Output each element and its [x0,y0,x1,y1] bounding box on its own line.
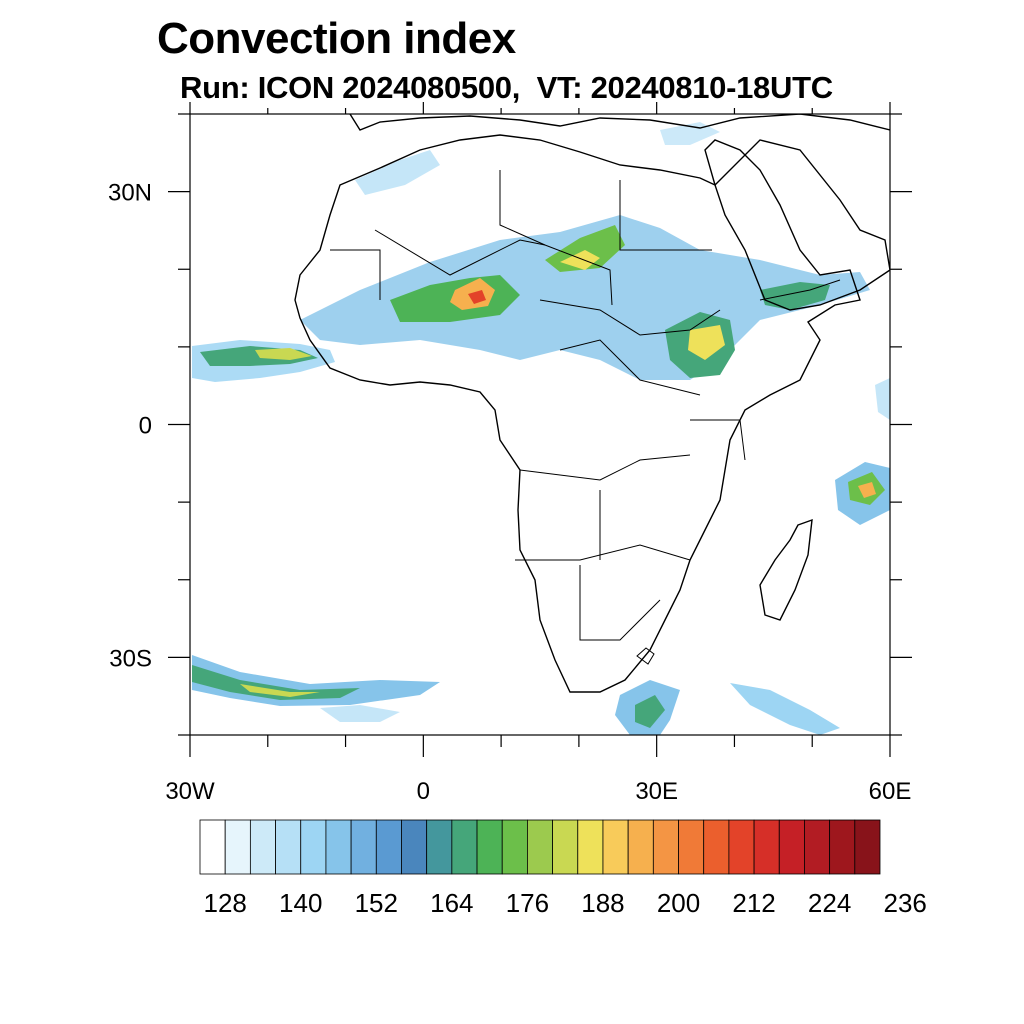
colorbar-label: 224 [808,888,851,918]
colorbar-swatch [275,819,302,875]
south-atlantic-tail [320,705,400,722]
colorbar-label: 152 [355,888,398,918]
axis-labels: 30W 0 30E 60E 30N 0 30S [108,180,911,805]
south-atlantic-peak [240,684,320,697]
border-line-12 [759,279,841,301]
europe-coast [349,114,890,131]
border-line-6 [559,339,701,396]
sahel-peak-central [560,250,600,270]
south-atlantic-core [192,665,360,700]
colorbar-swatch [627,819,654,875]
border-line-1 [374,229,613,306]
cape-front-core [635,695,665,728]
madagascar-peak [858,482,876,498]
colorbar-swatch [476,819,503,875]
indian-ocean-streak [875,378,890,420]
colorbar-swatch [375,819,402,875]
colorbar-swatch [401,819,428,875]
lon-tick-label: 30E [635,778,678,805]
plot-title: Convection index [157,14,516,63]
colorbar-swatch [778,819,805,875]
colorbar-swatch [577,819,604,875]
colorbar-swatch [199,819,226,875]
colorbar-label: 212 [732,888,775,918]
colorbar-swatch [804,819,831,875]
map-frame [189,113,891,736]
convection-field [192,122,890,735]
colorbar-swatch [753,819,780,875]
colorbar-swatch [678,819,705,875]
colorbar-label: 236 [883,888,926,918]
lat-tick-label: 30N [108,180,152,207]
lat-tick-label: 30S [109,645,152,672]
border-line-8 [515,544,691,561]
colorbar-label: 164 [430,888,473,918]
colorbar-swatch [325,819,352,875]
northafrica-streak [355,150,440,195]
colorbar-swatch [602,819,629,875]
border-line-9 [579,565,661,641]
country-borders [330,170,841,665]
indian-ocean-front [730,683,840,735]
colorbar: 128 140 152 164 176 188 200 212 224 236 [199,819,927,918]
colorbar-swatch [527,819,553,875]
lesotho-outline [636,647,655,665]
ethiopia-peak [688,325,725,360]
colorbar-label: 188 [581,888,624,918]
colorbar-swatch [350,819,377,875]
colorbar-swatch [426,819,453,875]
border-line-5 [539,299,721,336]
border-line-4 [330,249,381,300]
mediterranean-streak [660,122,720,145]
colorbar-swatch [854,819,881,875]
lon-tick-label: 0 [417,778,430,805]
colorbar-swatch [703,819,730,875]
border-line-7 [519,454,691,481]
axis-ticks [168,102,912,757]
colorbar-label: 176 [506,888,549,918]
colorbar-swatch [829,819,856,875]
colorbar-label: 128 [203,888,246,918]
madagascar-coast [759,518,813,621]
colorbar-swatch [501,819,528,875]
border-line-2 [499,170,546,246]
lat-tick-label: 0 [139,413,152,440]
colorbar-label: 200 [657,888,700,918]
border-line-3 [619,180,712,251]
border-line-11 [690,419,746,461]
sahel-peak-west-max [468,290,486,304]
colorbar-swatch [652,819,679,875]
arabia-coast [714,139,890,311]
colorbar-label: 140 [279,888,322,918]
colorbar-swatch [728,819,755,875]
lon-tick-label: 60E [869,778,912,805]
colorbar-swatch [552,819,579,875]
atlantic-itcz-peak [255,348,312,360]
colorbar-swatch [224,819,251,875]
africa-coastline [294,134,861,693]
colorbar-swatch [249,819,276,875]
lon-tick-label: 30W [165,778,215,805]
plot-subtitle: Run: ICON 2024080500, VT: 20240810-18UTC [180,70,833,105]
coastlines [294,114,890,693]
colorbar-swatch [451,819,478,875]
colorbar-swatch [300,819,327,875]
